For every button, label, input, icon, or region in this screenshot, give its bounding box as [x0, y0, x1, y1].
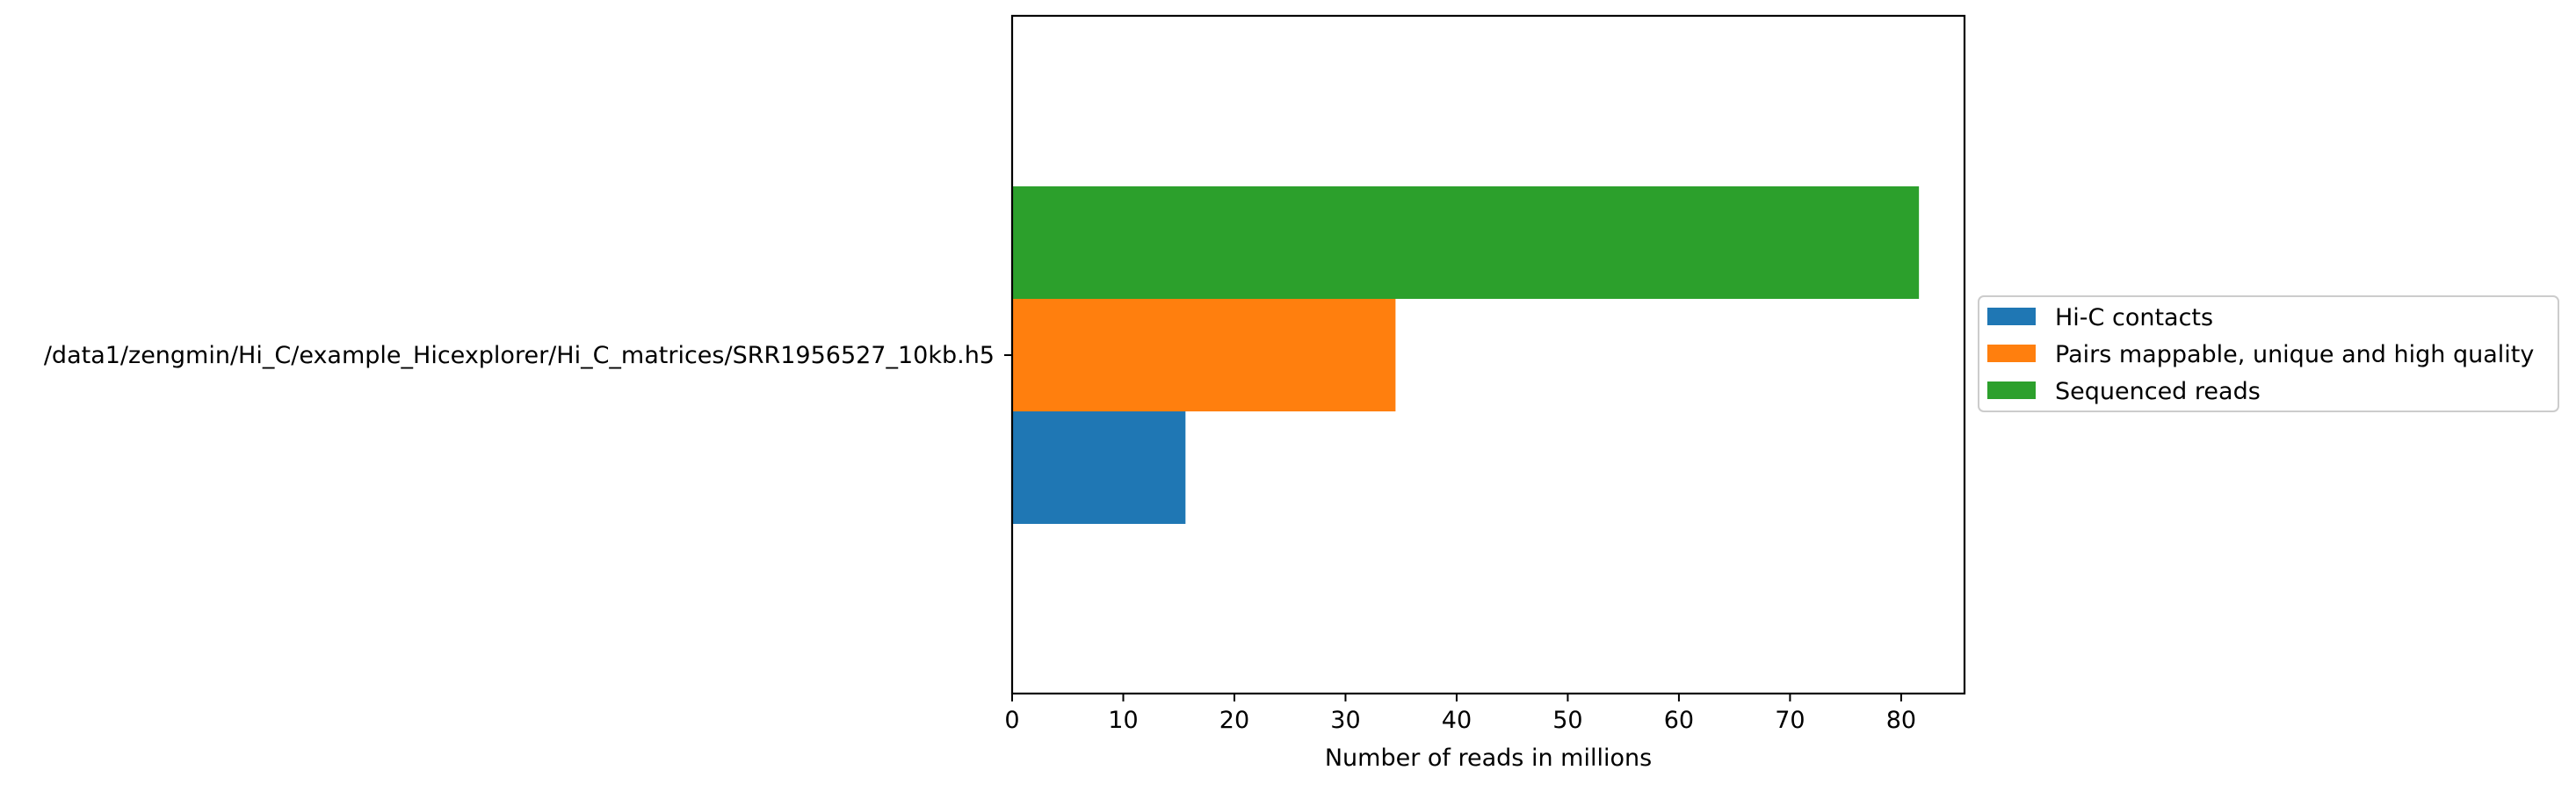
bar-hi-c-contacts: [1012, 411, 1186, 524]
legend-label: Pairs mappable, unique and high quality: [2055, 341, 2534, 368]
x-tick-label: 10: [1108, 707, 1138, 734]
legend-frame: [1978, 295, 2559, 412]
bars-layer: [1012, 186, 1920, 524]
bar-pairs-mappable-unique-and-high-quality: [1012, 299, 1396, 411]
x-axis-label: Number of reads in millions: [1325, 745, 1652, 772]
x-tick-label: 20: [1219, 707, 1249, 734]
x-tick-label: 80: [1886, 707, 1916, 734]
legend-label: Hi-C contacts: [2055, 304, 2213, 331]
legend-swatch: [1987, 308, 2036, 325]
x-tick-label: 0: [1004, 707, 1019, 734]
y-tick-label: /data1/zengmin/Hi_C/example_Hicexplorer/…: [44, 342, 995, 369]
legend: Hi-C contacts Pairs mappable, unique and …: [1978, 295, 2559, 412]
legend-items: Hi-C contacts Pairs mappable, unique and …: [1987, 304, 2534, 405]
x-tick-label: 50: [1552, 707, 1582, 734]
bar-sequenced-reads: [1012, 186, 1920, 299]
x-tick-label: 30: [1330, 707, 1360, 734]
x-tick-label: 40: [1442, 707, 1472, 734]
x-tick-label: 60: [1664, 707, 1694, 734]
axes-layer: /data1/zengmin/Hi_C/example_Hicexplorer/…: [44, 342, 1916, 734]
legend-swatch: [1987, 381, 2036, 399]
legend-swatch: [1987, 345, 2036, 362]
legend-label: Sequenced reads: [2055, 378, 2261, 405]
x-tick-label: 70: [1775, 707, 1805, 734]
